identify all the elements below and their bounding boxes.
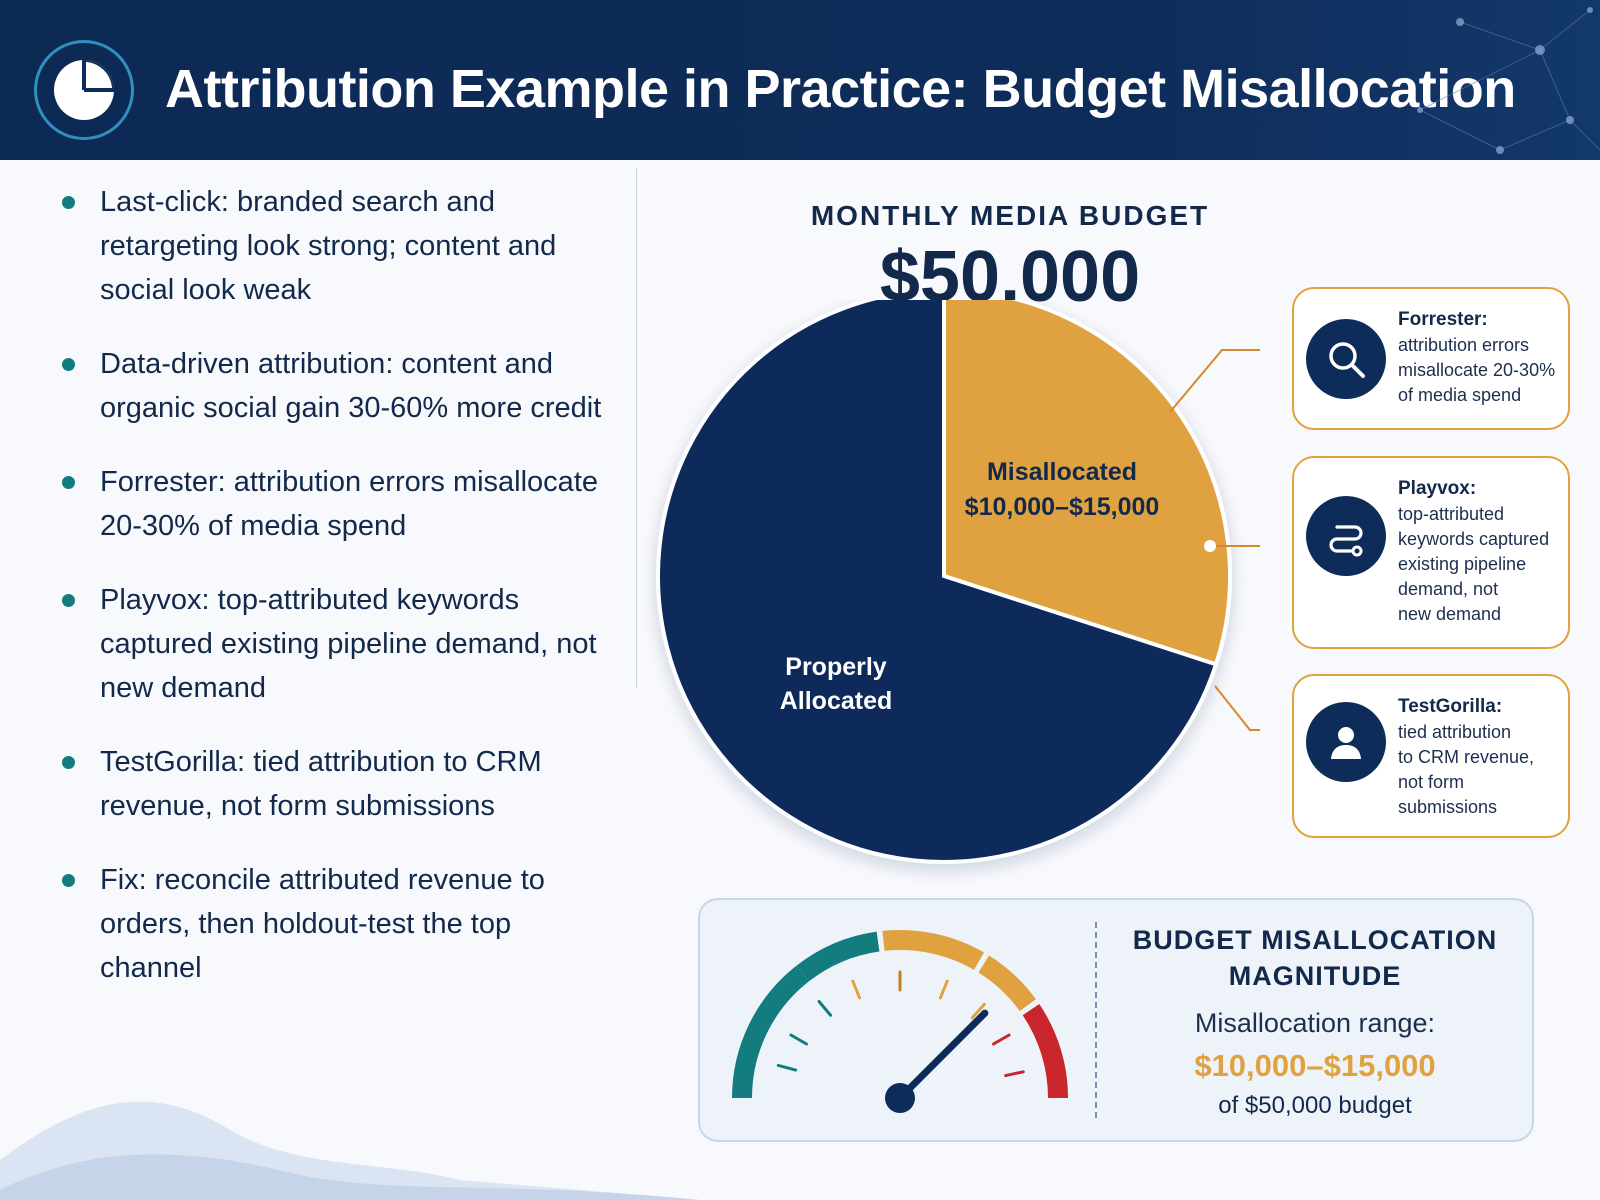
column-divider [636, 168, 637, 688]
callout-title: Forrester: [1398, 309, 1488, 330]
slice-label-properly-line2: Allocated [780, 687, 893, 715]
callout-body-line: new demand [1398, 604, 1502, 624]
callout-body-line: submissions [1398, 797, 1498, 817]
gauge-title-line1: BUDGET MISALLOCATION [1132, 925, 1498, 955]
callout-body-line: misallocate 20-30% [1398, 360, 1556, 380]
wave-decoration [0, 1101, 700, 1200]
gauge-tick [776, 1063, 798, 1072]
gauge-tick [1004, 1070, 1025, 1078]
misallocation-gauge [732, 930, 1068, 1113]
callout-body-line: demand, not [1398, 579, 1499, 599]
header-bar: Attribution Example in Practice: Budget … [0, 0, 1600, 160]
gauge-needle [896, 1009, 989, 1102]
route-icon [1306, 496, 1386, 576]
callout-connector [1169, 349, 1260, 413]
gauge-divider [1095, 922, 1097, 1118]
gauge-of-text: of $50,000 budget [1218, 1092, 1412, 1119]
gauge-arc-segment [882, 930, 984, 970]
callout-body-line: to CRM revenue, [1398, 747, 1535, 767]
slice-label-misallocated-line1: Misallocated [987, 458, 1137, 486]
list-item: Playvox: top-attributed keywords capture… [60, 578, 620, 710]
gauge-tick [970, 1002, 986, 1020]
gauge-arc-segment [978, 955, 1036, 1012]
gauge-tick [789, 1033, 808, 1046]
gauge-arc-segment [1022, 1004, 1068, 1099]
budget-label: MONTHLY MEDIA BUDGET [810, 200, 1210, 231]
callout-body-line: tied attribution [1398, 722, 1512, 742]
gauge-tick [938, 979, 949, 1000]
connector-dot [1204, 540, 1216, 552]
gauge-arc-segment [796, 931, 880, 982]
pie-slice-misallocated [942, 300, 1232, 667]
callout-body-line: keywords captured [1398, 529, 1550, 549]
callout-playvox: Playvox: top-attributed keywords capture… [1292, 456, 1570, 649]
network-decoration [1417, 7, 1600, 154]
list-item: Last-click: branded search and retargeti… [60, 180, 620, 312]
gauge-title: BUDGET MISALLOCATION MAGNITUDE [1110, 922, 1520, 994]
callout-title: Playvox: [1398, 478, 1477, 499]
gauge-tick [817, 999, 833, 1017]
callout-connector [1214, 685, 1260, 731]
slice-label-misallocated-line2: $10,000–$15,000 [965, 493, 1160, 521]
bullet-list: Last-click: branded search and retargeti… [60, 180, 620, 1020]
callout-body-line: top-attributed [1398, 504, 1505, 524]
callout-title: TestGorilla: [1398, 696, 1503, 717]
pie-slice-properly-allocated [656, 300, 1219, 864]
callout-testgorilla: TestGorilla: tied attribution to CRM rev… [1292, 674, 1570, 838]
gauge-range-value: $10,000–$15,000 [1194, 1048, 1436, 1083]
gauge-hub [885, 1083, 915, 1113]
list-item: Data-driven attribution: content and org… [60, 342, 620, 430]
page-title: Attribution Example in Practice: Budget … [165, 59, 1516, 119]
list-item: TestGorilla: tied attribution to CRM rev… [60, 740, 620, 828]
callout-body-line: existing pipeline [1398, 554, 1527, 574]
callout-forrester: Forrester: attribution errors misallocat… [1292, 287, 1570, 430]
callout-body-line: of media spend [1398, 385, 1522, 405]
user-icon [1306, 702, 1386, 782]
gauge-range-label: Misallocation range: [1194, 1008, 1436, 1038]
list-item: Forrester: attribution errors misallocat… [60, 460, 620, 548]
gauge-title-line2: MAGNITUDE [1228, 961, 1402, 991]
list-item: Fix: reconcile attributed revenue to ord… [60, 858, 620, 990]
gauge-tick [992, 1033, 1011, 1046]
gauge-tick [851, 979, 862, 1000]
budget-pie-chart: Misallocated $10,000–$15,000 Properly Al… [656, 300, 1260, 864]
callout-body-line: attribution errors [1398, 335, 1530, 355]
gauge-arc-segment [732, 965, 810, 1099]
pie-chart-icon [34, 40, 134, 140]
callout-body-line: not form [1398, 772, 1465, 792]
search-icon [1306, 319, 1386, 399]
slice-label-properly-line1: Properly [785, 653, 887, 681]
gauge-card: BUDGET MISALLOCATION MAGNITUDE Misalloca… [698, 898, 1534, 1142]
